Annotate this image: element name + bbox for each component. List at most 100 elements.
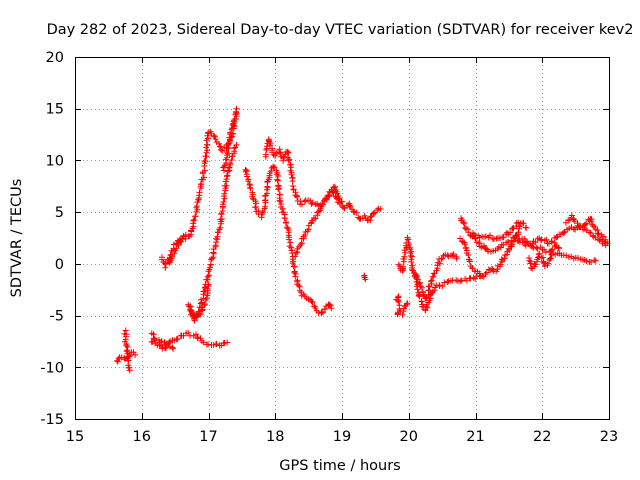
data-point: [574, 222, 581, 229]
data-point: [124, 350, 131, 357]
data-point: [403, 301, 410, 308]
y-tick-label: 10: [46, 153, 64, 169]
x-axis: 15 16 17 18 19 20 21 22 23: [66, 57, 618, 445]
data-point: [170, 345, 177, 352]
data-point: [123, 342, 130, 349]
data-point: [132, 351, 139, 358]
data-point: [439, 283, 446, 290]
data-point: [501, 255, 508, 262]
data-point: [469, 265, 476, 271]
data-point: [289, 183, 296, 189]
data-point: [223, 182, 230, 189]
data-point: [506, 247, 513, 254]
data-point: [526, 257, 533, 264]
data-point: [294, 193, 300, 200]
data-point: [187, 303, 194, 310]
data-point: [509, 241, 515, 248]
data-point: [182, 231, 189, 238]
data-point: [233, 141, 240, 148]
data-point: [212, 136, 219, 143]
data-point: [396, 302, 403, 309]
data-point: [286, 236, 293, 243]
data-point: [553, 234, 560, 241]
data-point: [350, 208, 357, 215]
data-point: [213, 341, 220, 347]
x-tick-label: 18: [266, 429, 284, 445]
data-point: [287, 239, 294, 246]
data-point: [395, 298, 402, 305]
y-tick: 10: [46, 153, 609, 169]
data-point: [460, 219, 467, 226]
data-point: [165, 340, 172, 347]
data-point: [544, 260, 551, 267]
data-point: [270, 164, 277, 171]
data-point: [174, 335, 181, 342]
data-point: [162, 260, 169, 267]
x-tick-label: 23: [600, 429, 618, 445]
data-point: [204, 285, 211, 292]
data-point: [332, 194, 339, 200]
data-point: [414, 286, 421, 293]
data-point: [229, 121, 236, 128]
data-point: [420, 291, 427, 298]
data-point: [541, 263, 548, 270]
x-tick-label: 19: [333, 429, 351, 445]
data-point: [224, 144, 231, 151]
data-point: [227, 129, 234, 136]
data-point: [192, 213, 199, 220]
data-point: [247, 185, 254, 192]
data-point: [568, 212, 575, 219]
data-point: [596, 237, 603, 244]
data-point: [461, 220, 468, 227]
data-point: [125, 364, 132, 371]
data-point: [191, 317, 198, 324]
grid-lines: [75, 57, 609, 419]
data-point: [409, 266, 416, 273]
data-point: [487, 232, 493, 239]
data-point: [326, 301, 333, 308]
data-point: [362, 276, 369, 283]
y-tick: -5: [50, 309, 609, 325]
data-point: [282, 220, 289, 226]
data-point: [561, 229, 568, 236]
data-point: [255, 211, 262, 218]
data-point: [319, 201, 326, 208]
y-tick-label: 15: [46, 102, 64, 118]
data-point: [595, 231, 602, 238]
x-tick: 17: [199, 57, 218, 445]
data-point: [312, 305, 319, 311]
data-point: [203, 144, 210, 151]
data-point: [276, 149, 283, 156]
data-point: [498, 256, 505, 263]
x-tick-label: 17: [199, 429, 217, 445]
data-point: [439, 255, 446, 262]
data-point: [471, 231, 478, 238]
data-point: [591, 257, 598, 264]
data-point: [588, 218, 595, 225]
data-point: [512, 233, 519, 240]
data-point: [461, 241, 468, 248]
data-point: [570, 225, 577, 232]
x-tick: 16: [133, 57, 151, 445]
data-point: [226, 134, 233, 141]
x-tick-label: 22: [533, 429, 551, 445]
data-point: [229, 153, 236, 160]
y-axis-label: SDTVAR / TECUs: [9, 179, 25, 298]
y-tick-label: 5: [55, 205, 64, 221]
data-point: [233, 110, 240, 117]
data-point: [457, 278, 464, 285]
data-point: [583, 220, 590, 227]
data-point: [224, 168, 231, 175]
data-point: [219, 147, 226, 154]
data-point: [207, 264, 214, 271]
data-point: [339, 198, 345, 205]
data-point: [205, 281, 212, 288]
data-point: [158, 338, 165, 345]
data-point: [216, 143, 223, 150]
data-point: [281, 215, 288, 222]
data-point: [310, 215, 317, 222]
data-point: [263, 143, 270, 150]
data-point: [200, 339, 207, 346]
data-point: [292, 273, 299, 280]
data-point: [340, 204, 347, 211]
